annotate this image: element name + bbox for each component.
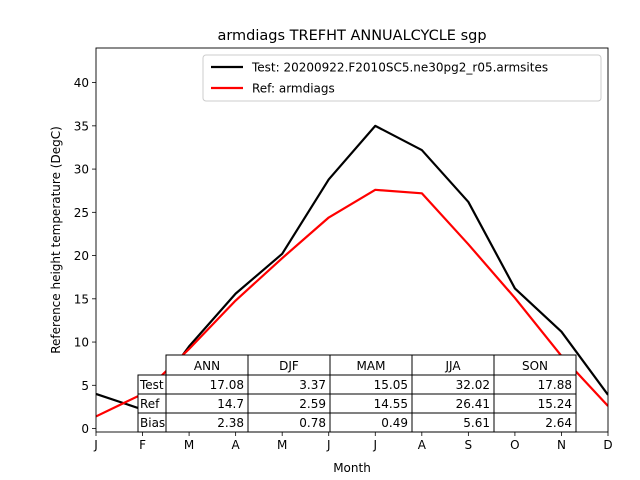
legend-box	[202, 54, 602, 102]
table-row-label: Test	[139, 378, 164, 392]
table-column-header: SON	[522, 359, 548, 373]
x-tick-label: A	[232, 438, 241, 452]
x-tick-label: F	[139, 438, 146, 452]
table-value: 2.64	[545, 416, 572, 430]
table-value: 0.78	[299, 416, 326, 430]
legend: Test: 20200922.F2010SC5.ne30pg2_r05.arms…	[202, 54, 602, 102]
x-tick-label: O	[510, 438, 519, 452]
y-tick-label: 35	[74, 119, 89, 133]
table-column-header: JJA	[444, 359, 461, 373]
y-tick-label: 0	[81, 422, 89, 436]
x-tick-label: M	[277, 438, 287, 452]
x-tick-label: A	[418, 438, 427, 452]
y-tick-label: 25	[74, 206, 89, 220]
table-value: 17.08	[210, 378, 244, 392]
y-tick-label: 30	[74, 163, 89, 177]
table-value: 15.05	[374, 378, 408, 392]
table-value: 14.55	[374, 397, 408, 411]
table-row-label: Ref	[140, 397, 160, 411]
x-tick-label: J	[326, 438, 331, 452]
table-value: 15.24	[538, 397, 572, 411]
legend-label: Test: 20200922.F2010SC5.ne30pg2_r05.arms…	[251, 61, 548, 75]
table-column-header: ANN	[194, 359, 220, 373]
chart-title: armdiags TREFHT ANNUALCYCLE sgp	[217, 28, 486, 44]
x-tick-label: M	[184, 438, 194, 452]
table-column-header: MAM	[357, 359, 386, 373]
y-tick-label: 20	[74, 249, 89, 263]
stats-table: ANN DJF MAM JJA SON Test 17.08 3.37 15.05 32.02 17…	[137, 354, 577, 433]
table-value: 32.02	[456, 378, 490, 392]
x-tick-label: J	[93, 438, 98, 452]
x-axis-label: Month	[333, 461, 371, 475]
y-tick-label: 10	[74, 336, 89, 350]
y-tick-label: 5	[81, 379, 89, 393]
table-value: 2.59	[299, 397, 326, 411]
table-value: 14.7	[217, 397, 244, 411]
x-tick-label: J	[372, 438, 377, 452]
table-value: 17.88	[538, 378, 572, 392]
table-row-label: Bias	[140, 416, 165, 430]
legend-label: Ref: armdiags	[252, 82, 335, 96]
table-column-header: DJF	[279, 359, 299, 373]
y-tick-label: 40	[74, 76, 89, 90]
table-value: 2.38	[217, 416, 244, 430]
table-value: 5.61	[463, 416, 490, 430]
table-value: 3.37	[299, 378, 326, 392]
x-tick-label: N	[557, 438, 566, 452]
y-tick-label: 15	[74, 292, 89, 306]
x-tick-label: D	[603, 438, 612, 452]
table-value: 26.41	[456, 397, 490, 411]
x-tick-label: S	[465, 438, 473, 452]
table-cell	[493, 412, 577, 433]
y-axis-ticks: 0 5 10 15 20 25 30 35 40	[74, 76, 96, 436]
y-axis-label: Reference height temperature (DegC)	[49, 126, 63, 354]
table-value: 0.49	[381, 416, 408, 430]
